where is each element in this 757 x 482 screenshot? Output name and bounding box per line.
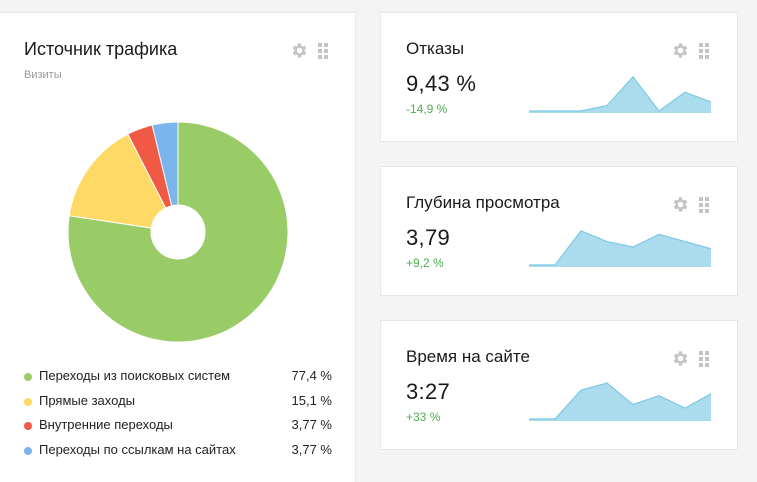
legend-label: Переходы из поисковых систем [39,368,231,383]
legend-dot [24,422,32,430]
metric-card-bounces: Отказы 9,43 % -14,9 % [380,12,738,142]
donut-slice[interactable] [151,121,179,207]
gear-icon[interactable] [671,41,690,60]
sparkline-area [529,383,711,421]
sparkline-area [529,76,711,113]
legend-value: 77,4 % [291,368,332,383]
legend-item[interactable]: Прямые заходы 15,1 % [24,392,334,417]
traffic-source-widget: Источник трафика Визиты Переходы из поис… [0,12,356,482]
sparkline-line [529,230,711,266]
donut-slice[interactable] [67,121,289,343]
metric-sparkline [529,75,711,113]
gear-icon[interactable] [671,349,690,368]
legend-value: 3,77 % [291,417,332,432]
legend-dot [24,446,32,455]
metric-value: 3:27 [406,379,451,404]
grip-icon[interactable] [699,42,709,59]
legend-value: 3,77 % [291,441,332,457]
donut-slice[interactable] [68,133,167,229]
metric-value: 9,43 % [406,71,477,96]
legend-label: Внутренние переходы [39,417,173,432]
legend-item[interactable]: Внутренние переходы 3,77 % [24,416,334,441]
widget-title: Источник трафика [24,39,178,59]
widget-subtitle: Визиты [24,69,62,81]
gear-icon[interactable] [290,41,309,60]
legend-dot [24,373,32,381]
metric-delta: +9,2 % [406,256,444,270]
sparkline-line [529,75,711,112]
metric-sparkline [529,230,711,267]
metric-title: Время на сайте [406,347,530,366]
sparkline-area [529,230,711,267]
grip-icon[interactable] [699,350,709,367]
metric-tools [671,41,709,60]
metric-title: Отказы [406,39,465,58]
metric-title: Глубина просмотра [406,193,560,212]
metric-delta: +33 % [406,410,441,424]
metric-card-depth: Глубина просмотра 3,79 +9,2 % [380,166,738,296]
widget-tools [290,41,328,60]
metric-tools [671,349,709,368]
gear-icon[interactable] [671,195,690,214]
metric-card-time: Время на сайте 3:27 +33 % [380,320,738,450]
legend-dot [24,397,32,406]
metric-value: 3,79 [406,225,451,250]
legend-label: Переходы по ссылкам на сайтах [39,441,236,457]
sparkline-line [529,382,711,420]
legend-item[interactable]: Переходы по ссылкам на сайтах 3,77 % [24,441,334,466]
metric-tools [671,195,709,214]
grip-icon[interactable] [318,42,328,59]
traffic-legend: Переходы из поисковых систем 77,4 % Прямые… [24,367,334,465]
grip-icon[interactable] [699,196,709,213]
legend-item[interactable]: Переходы из поисковых систем 77,4 % [24,367,334,392]
traffic-donut-chart [67,121,289,343]
metric-sparkline [529,382,711,421]
legend-value: 15,1 % [291,392,332,408]
legend-label: Прямые заходы [39,392,136,408]
metric-delta: -14,9 % [406,102,448,116]
